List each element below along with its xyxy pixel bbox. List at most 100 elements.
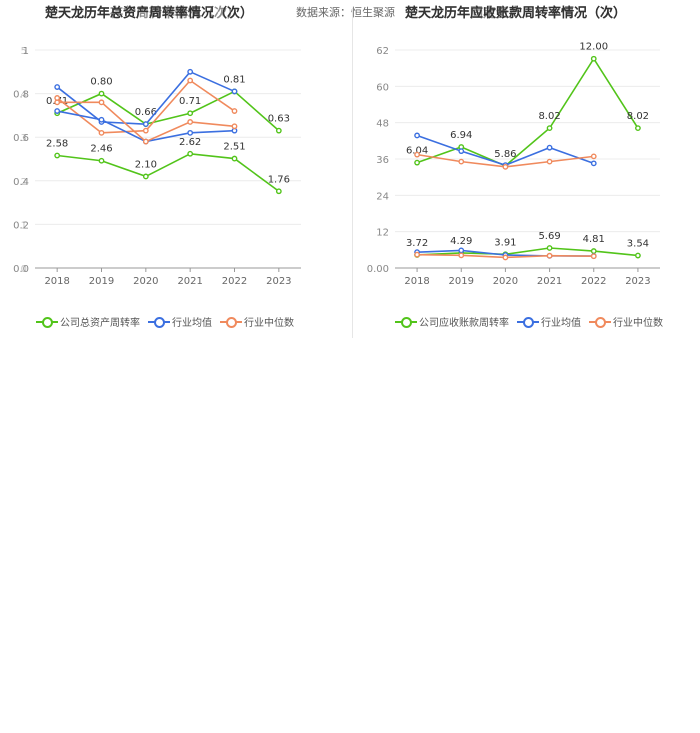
y-tick-label: 62 [376, 46, 389, 57]
data-point [187, 77, 194, 84]
data-point [275, 127, 282, 134]
x-tick-label: 2022 [222, 276, 247, 287]
data-point [187, 110, 194, 117]
legend-line-icon [517, 316, 539, 328]
y-tick-label: 24 [376, 191, 389, 202]
data-point [54, 152, 61, 159]
y-tick-label-overlay: 2 [21, 177, 27, 188]
data-label: 4.29 [450, 236, 472, 247]
data-label: 6.94 [450, 130, 472, 141]
data-point [414, 251, 420, 258]
legend-item-company[interactable]: 公司应收账款周转率 [395, 314, 509, 329]
data-label: 2.51 [223, 142, 245, 153]
legend-line-icon [36, 316, 58, 328]
legend-line-icon [148, 316, 170, 328]
legend-item-company[interactable]: 公司总资产周转率 [36, 314, 140, 329]
data-label: 5.86 [494, 149, 516, 160]
data-point [98, 99, 105, 106]
legend-line-icon [220, 316, 242, 328]
data-label: 2.10 [135, 159, 157, 170]
data-point [187, 68, 194, 75]
data-label: 4.81 [583, 234, 605, 245]
x-tick-label: 2018 [404, 276, 429, 287]
legend-label: 行业均值 [172, 318, 212, 329]
chart-title-left-overlay: 楚天龙历年存货周转率情况（次） [45, 6, 241, 21]
data-point [98, 90, 105, 97]
right-chart-panel: 楚天龙历年应收账款周转率情况（次） 楚天龙历年固定资产周转率情况（次） 0.00… [355, 0, 700, 340]
x-tick-label: 2019 [449, 276, 474, 287]
legend-label: 行业均值 [541, 318, 581, 329]
data-point [231, 123, 238, 130]
data-source: 数据来源：恒生聚源 [296, 6, 395, 19]
series-line [417, 247, 638, 257]
data-label: 12.00 [579, 42, 608, 53]
y-tick-label: 0.0 [13, 264, 29, 275]
y-tick-label: 12 [376, 228, 389, 239]
data-point [231, 88, 238, 95]
legend-label: 公司应收账款周转率 [419, 318, 509, 329]
y-tick-label: 0.8 [13, 90, 29, 101]
data-point [98, 157, 105, 164]
data-point [635, 252, 641, 259]
data-label: 0.66 [135, 107, 157, 118]
y-tick-label-overlay: 4 [21, 90, 27, 101]
data-point [142, 173, 149, 180]
data-point [54, 108, 61, 114]
series-line [56, 90, 280, 132]
x-tick-label: 2018 [44, 276, 69, 287]
legend-label: 行业中位数 [244, 318, 294, 329]
y-tick-label: 1 [23, 46, 29, 57]
data-point [414, 151, 420, 158]
data-point [458, 252, 465, 259]
legend-item-median[interactable]: 行业中位数 [589, 314, 663, 329]
x-tick-label: 2021 [177, 276, 202, 287]
data-point [231, 155, 238, 162]
legend-item-mean[interactable]: 行业均值 [517, 314, 581, 329]
x-tick-label: 2020 [493, 276, 518, 287]
x-tick-label: 2019 [89, 276, 114, 287]
data-point [590, 248, 597, 254]
data-point [187, 119, 194, 125]
data-label: 2.58 [46, 139, 68, 150]
data-point [590, 153, 597, 160]
data-point [546, 144, 553, 151]
data-point [414, 159, 420, 166]
legend-item-median[interactable]: 行业中位数 [220, 314, 294, 329]
data-label: 8.02 [627, 111, 649, 122]
data-point [590, 55, 597, 62]
legend-item-mean[interactable]: 行业均值 [148, 314, 212, 329]
data-point [231, 108, 238, 114]
data-point [590, 160, 597, 167]
chart-title-right: 楚天龙历年应收账款周转率情况（次） [405, 6, 627, 21]
data-label: 6.04 [406, 146, 428, 157]
y-tick-label: 0.4 [13, 177, 29, 188]
data-point [502, 254, 509, 261]
data-point [98, 116, 105, 123]
data-point [187, 129, 194, 136]
data-point [502, 163, 509, 170]
data-point [142, 127, 149, 134]
legend-label: 行业中位数 [613, 318, 663, 329]
data-label: 0.71 [179, 96, 201, 107]
data-point [546, 245, 553, 251]
data-point [142, 138, 149, 145]
data-label: 2.62 [179, 137, 201, 148]
data-point [458, 247, 465, 254]
right-line-chart: 0.00 12 24 36 48 60 62 2018 2019 2020 2021 2022 2023… [367, 42, 660, 287]
legend-label: 公司总资产周转率 [60, 318, 140, 329]
data-point [275, 188, 282, 195]
y-tick-label: 0.2 [13, 220, 29, 231]
data-point [546, 125, 553, 132]
panel-divider [352, 8, 353, 338]
data-point [98, 129, 105, 136]
data-label: 5.69 [538, 231, 560, 242]
data-label: 8.02 [538, 111, 560, 122]
data-label: 3.72 [406, 238, 428, 249]
data-point [546, 158, 553, 165]
y-tick-label-overlay: 3 [21, 133, 27, 144]
left-chart-panel: 楚天龙历年总资产周转率情况（次） 楚天龙历年存货周转率情况（次） 0.0 0.2 0… [0, 0, 350, 340]
series-line [416, 57, 639, 167]
data-point [142, 121, 149, 128]
legend-line-icon [589, 316, 611, 328]
